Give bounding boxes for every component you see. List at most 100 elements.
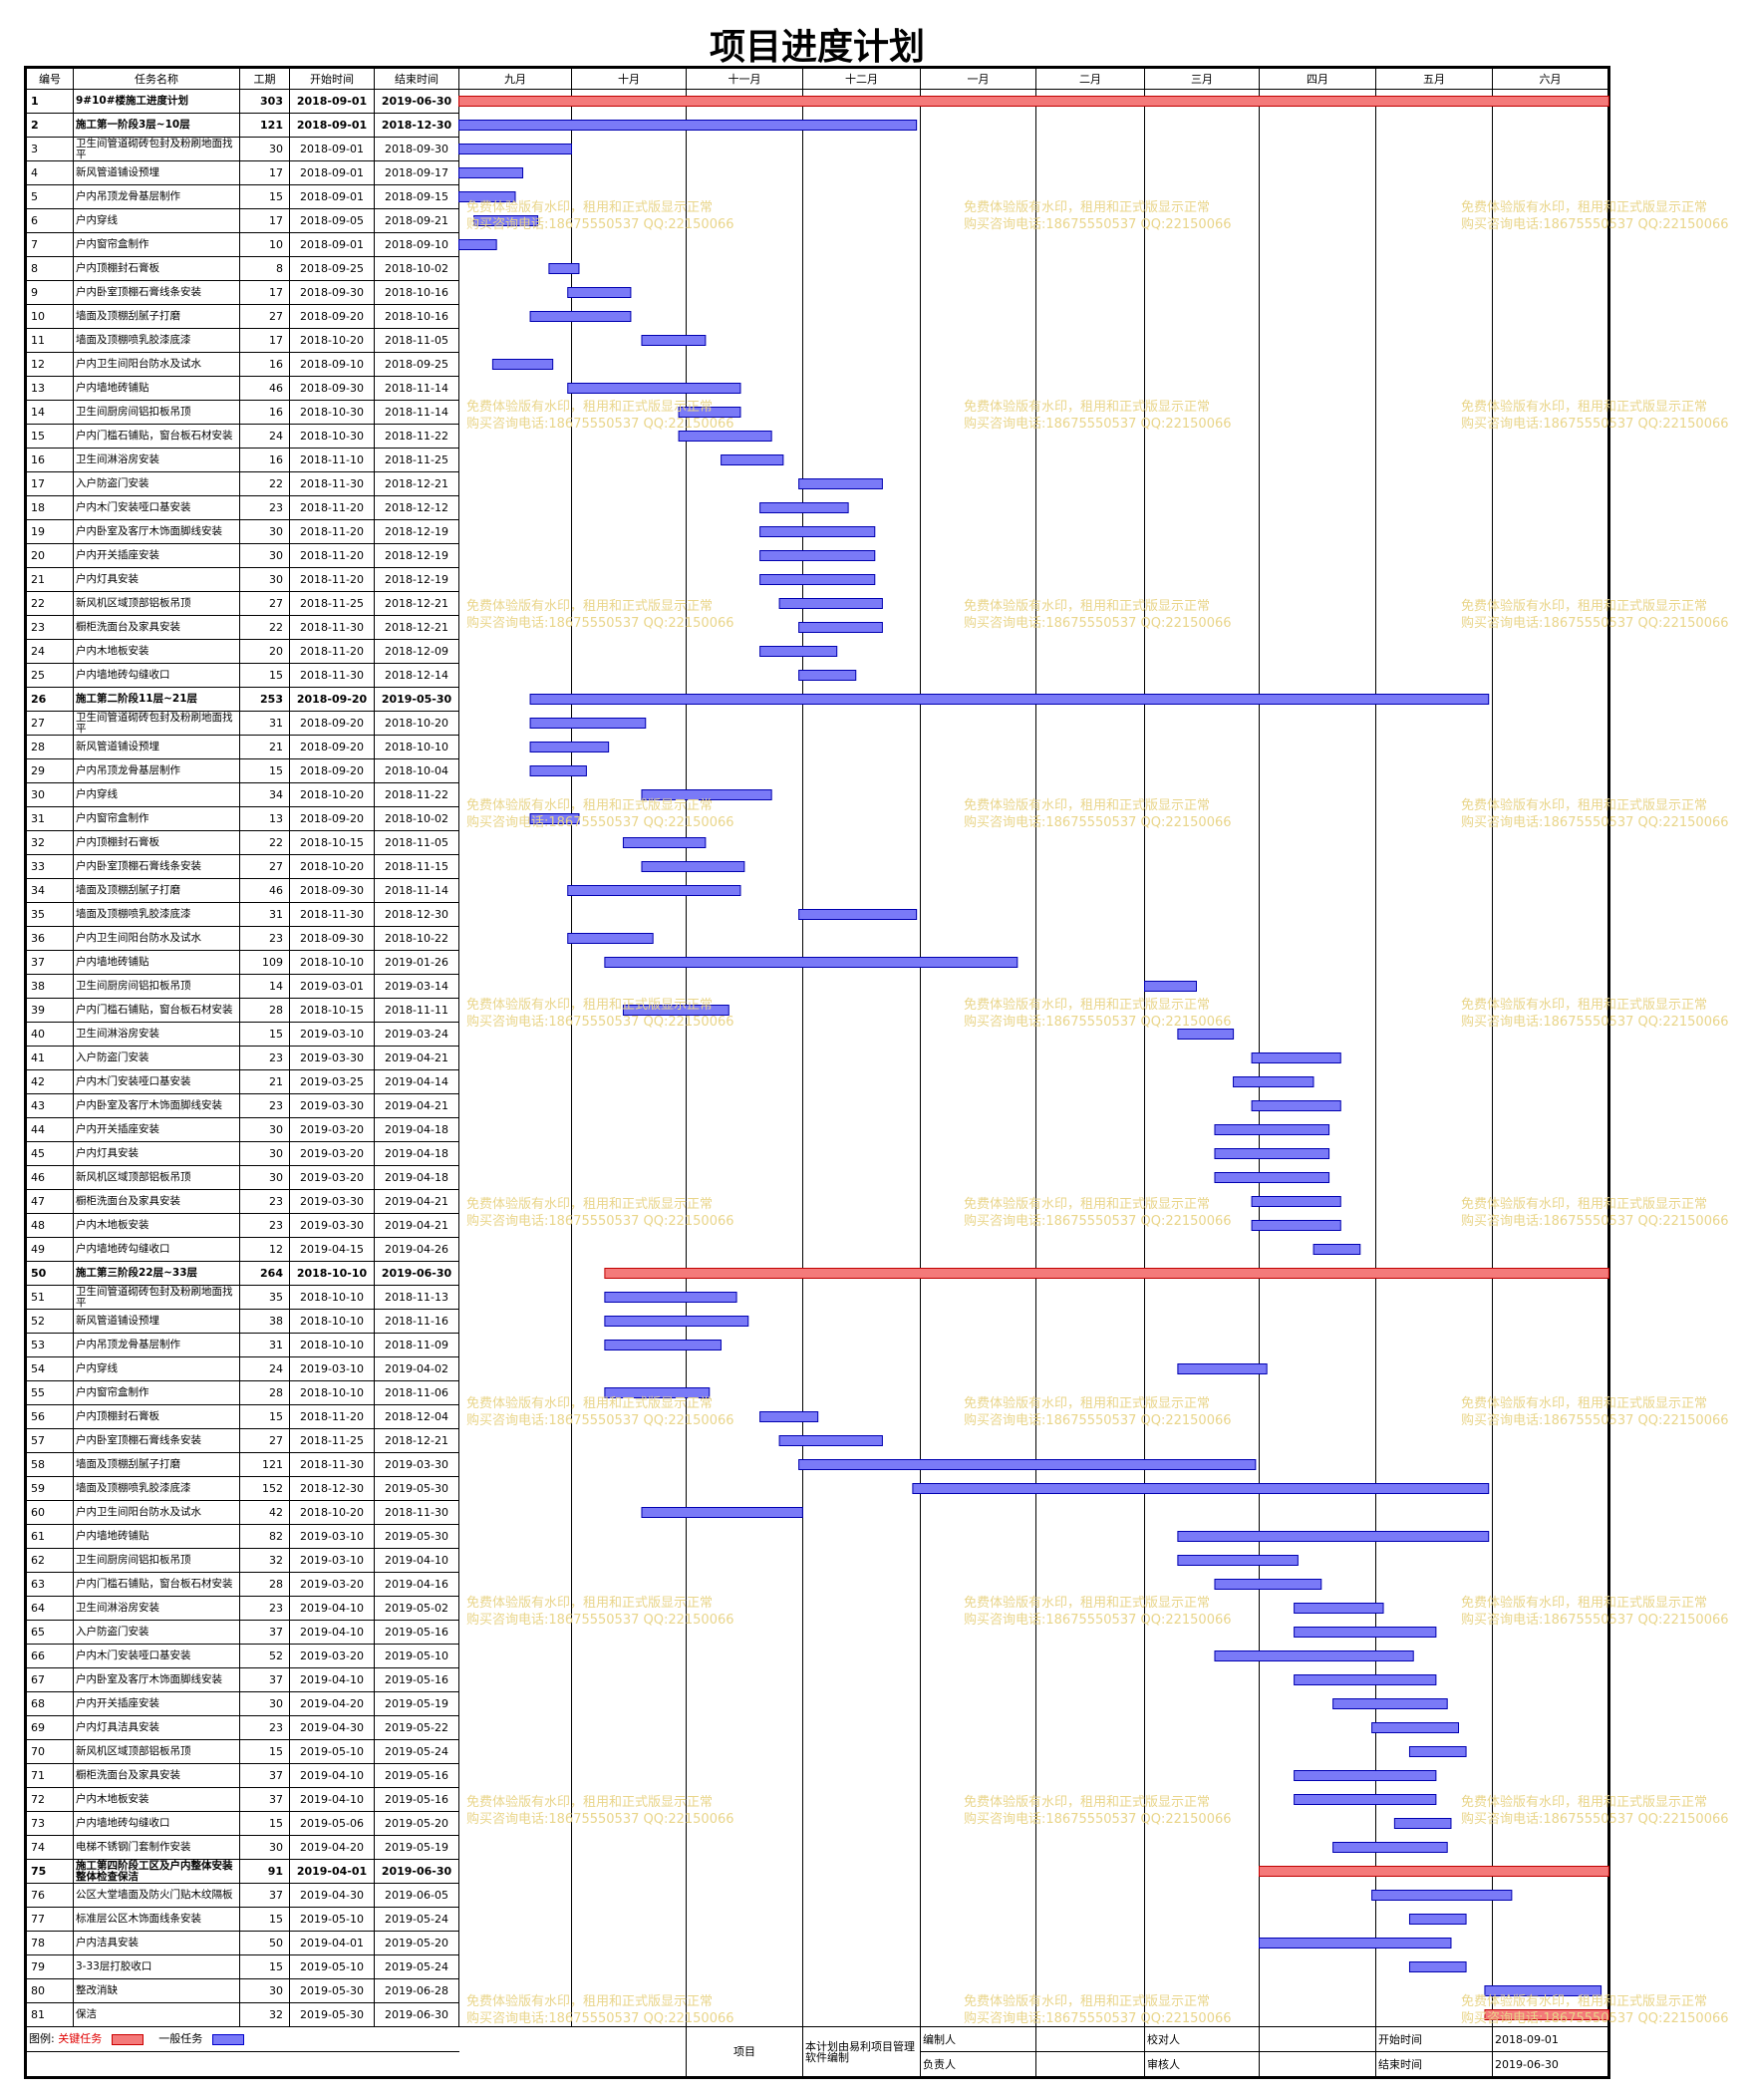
task-start-date: 2018-09-20 — [289, 304, 375, 329]
task-start-date: 2018-10-15 — [289, 998, 375, 1023]
timeline-cell — [1035, 280, 1145, 305]
timeline-cell — [802, 1428, 921, 1453]
task-start-date: 2018-11-10 — [289, 448, 375, 472]
timeline-cell — [920, 1691, 1036, 1716]
timeline-cell — [686, 1261, 803, 1286]
timeline-cell — [1259, 1954, 1376, 1979]
task-end-date: 2019-05-19 — [374, 1835, 459, 1860]
task-name: 卫生间管道砌砖包封及粉刷地面找平 — [73, 137, 240, 161]
task-number: 9 — [25, 280, 74, 305]
timeline-cell — [686, 782, 803, 807]
timeline-cell — [1492, 184, 1609, 209]
timeline-cell — [458, 878, 572, 903]
task-duration: 50 — [239, 1931, 290, 1955]
gantt-table: 编号 任务名称 工期 开始时间 结束时间 九月 十月 十一月 十二月 一月 二月… — [24, 66, 1610, 2079]
timeline-cell — [1375, 1261, 1493, 1286]
timeline-cell — [1144, 184, 1260, 209]
timeline-cell — [1144, 1524, 1260, 1549]
timeline-cell — [802, 1715, 921, 1740]
timeline-cell — [1375, 1739, 1493, 1764]
timeline-cell — [1035, 1739, 1145, 1764]
timeline-cell — [1035, 519, 1145, 544]
timeline-cell — [1375, 1667, 1493, 1692]
task-row: 67 户内卧室及客厅木饰面脚线安装 37 2019-04-10 2019-05-16 — [25, 1667, 1609, 1692]
timeline-cell — [458, 1763, 572, 1788]
timeline-cell — [1259, 1428, 1376, 1453]
timeline-cell — [458, 232, 572, 257]
task-number: 47 — [25, 1189, 74, 1214]
timeline-cell — [1492, 1739, 1609, 1764]
task-name: 户内门槛石铺贴，窗台板石材安装 — [73, 998, 240, 1023]
task-start-date: 2019-05-06 — [289, 1811, 375, 1836]
timeline-cell — [458, 1524, 572, 1549]
timeline-cell — [458, 1883, 572, 1908]
timeline-cell — [1375, 1620, 1493, 1645]
task-row: 68 户内开关插座安装 30 2019-04-20 2019-05-19 — [25, 1691, 1609, 1716]
timeline-cell — [1492, 1931, 1609, 1955]
task-duration: 15 — [239, 1811, 290, 1836]
timeline-cell — [1492, 1835, 1609, 1860]
timeline-cell — [1375, 806, 1493, 831]
timeline-cell — [458, 758, 572, 783]
timeline-cell — [920, 1954, 1036, 1979]
timeline-cell — [1259, 758, 1376, 783]
timeline-cell — [802, 639, 921, 664]
task-duration: 253 — [239, 687, 290, 712]
task-end-date: 2019-05-24 — [374, 1739, 459, 1764]
task-name: 9#10#楼施工进度计划 — [73, 89, 240, 114]
task-end-date: 2019-05-24 — [374, 1907, 459, 1932]
timeline-cell — [686, 1022, 803, 1047]
timeline-cell — [1035, 926, 1145, 951]
task-name: 户内穿线 — [73, 782, 240, 807]
task-name: 入户防盗门安装 — [73, 471, 240, 496]
timeline-cell — [571, 639, 687, 664]
timeline-cell — [802, 1380, 921, 1405]
task-name: 橱柜洗面台及家具安装 — [73, 615, 240, 640]
timeline-cell — [571, 1978, 687, 2003]
timeline-cell — [571, 1022, 687, 1047]
task-end-date: 2018-12-30 — [374, 113, 459, 138]
task-number: 39 — [25, 998, 74, 1023]
timeline-cell — [1144, 1954, 1260, 1979]
task-name: 新风机区域顶部铝板吊顶 — [73, 1165, 240, 1190]
timeline-cell — [571, 280, 687, 305]
timeline-cell — [686, 137, 803, 161]
footer-row-2: 负责人 审核人 结束时间 2019-06-30 — [25, 2051, 1609, 2078]
timeline-cell — [1375, 1691, 1493, 1716]
timeline-cell — [1492, 1452, 1609, 1477]
task-end-date: 2019-03-14 — [374, 974, 459, 999]
timeline-cell — [1259, 591, 1376, 616]
task-duration: 28 — [239, 1380, 290, 1405]
timeline-cell — [1492, 208, 1609, 233]
task-name: 墙面及顶棚刮腻子打磨 — [73, 304, 240, 329]
timeline-cell — [1492, 376, 1609, 401]
timeline-cell — [920, 1883, 1036, 1908]
timeline-cell — [1259, 1763, 1376, 1788]
timeline-cell — [1375, 1978, 1493, 2003]
task-row: 19 户内卧室及客厅木饰面脚线安装 30 2018-11-20 2018-12-19 — [25, 519, 1609, 544]
task-start-date: 2019-04-20 — [289, 1691, 375, 1716]
timeline-cell — [571, 998, 687, 1023]
timeline-cell — [1259, 639, 1376, 664]
timeline-cell — [458, 1189, 572, 1214]
timeline-cell — [1375, 376, 1493, 401]
task-start-date: 2018-09-01 — [289, 137, 375, 161]
task-name: 施工第四阶段工区及户内整体安装整体检查保洁 — [73, 1859, 240, 1884]
task-number: 18 — [25, 495, 74, 520]
timeline-cell — [1492, 1428, 1609, 1453]
task-end-date: 2018-09-17 — [374, 160, 459, 185]
timeline-cell — [458, 1141, 572, 1166]
timeline-cell — [1259, 806, 1376, 831]
task-end-date: 2018-10-16 — [374, 280, 459, 305]
timeline-cell — [458, 1404, 572, 1429]
timeline-cell — [571, 1620, 687, 1645]
timeline-cell — [1144, 1883, 1260, 1908]
task-number: 5 — [25, 184, 74, 209]
timeline-cell — [802, 232, 921, 257]
timeline-cell — [920, 208, 1036, 233]
timeline-cell — [1259, 1333, 1376, 1357]
task-start-date: 2019-03-01 — [289, 974, 375, 999]
timeline-cell — [571, 1141, 687, 1166]
task-name: 标准层公区木饰面线条安装 — [73, 1907, 240, 1932]
timeline-cell — [802, 1404, 921, 1429]
